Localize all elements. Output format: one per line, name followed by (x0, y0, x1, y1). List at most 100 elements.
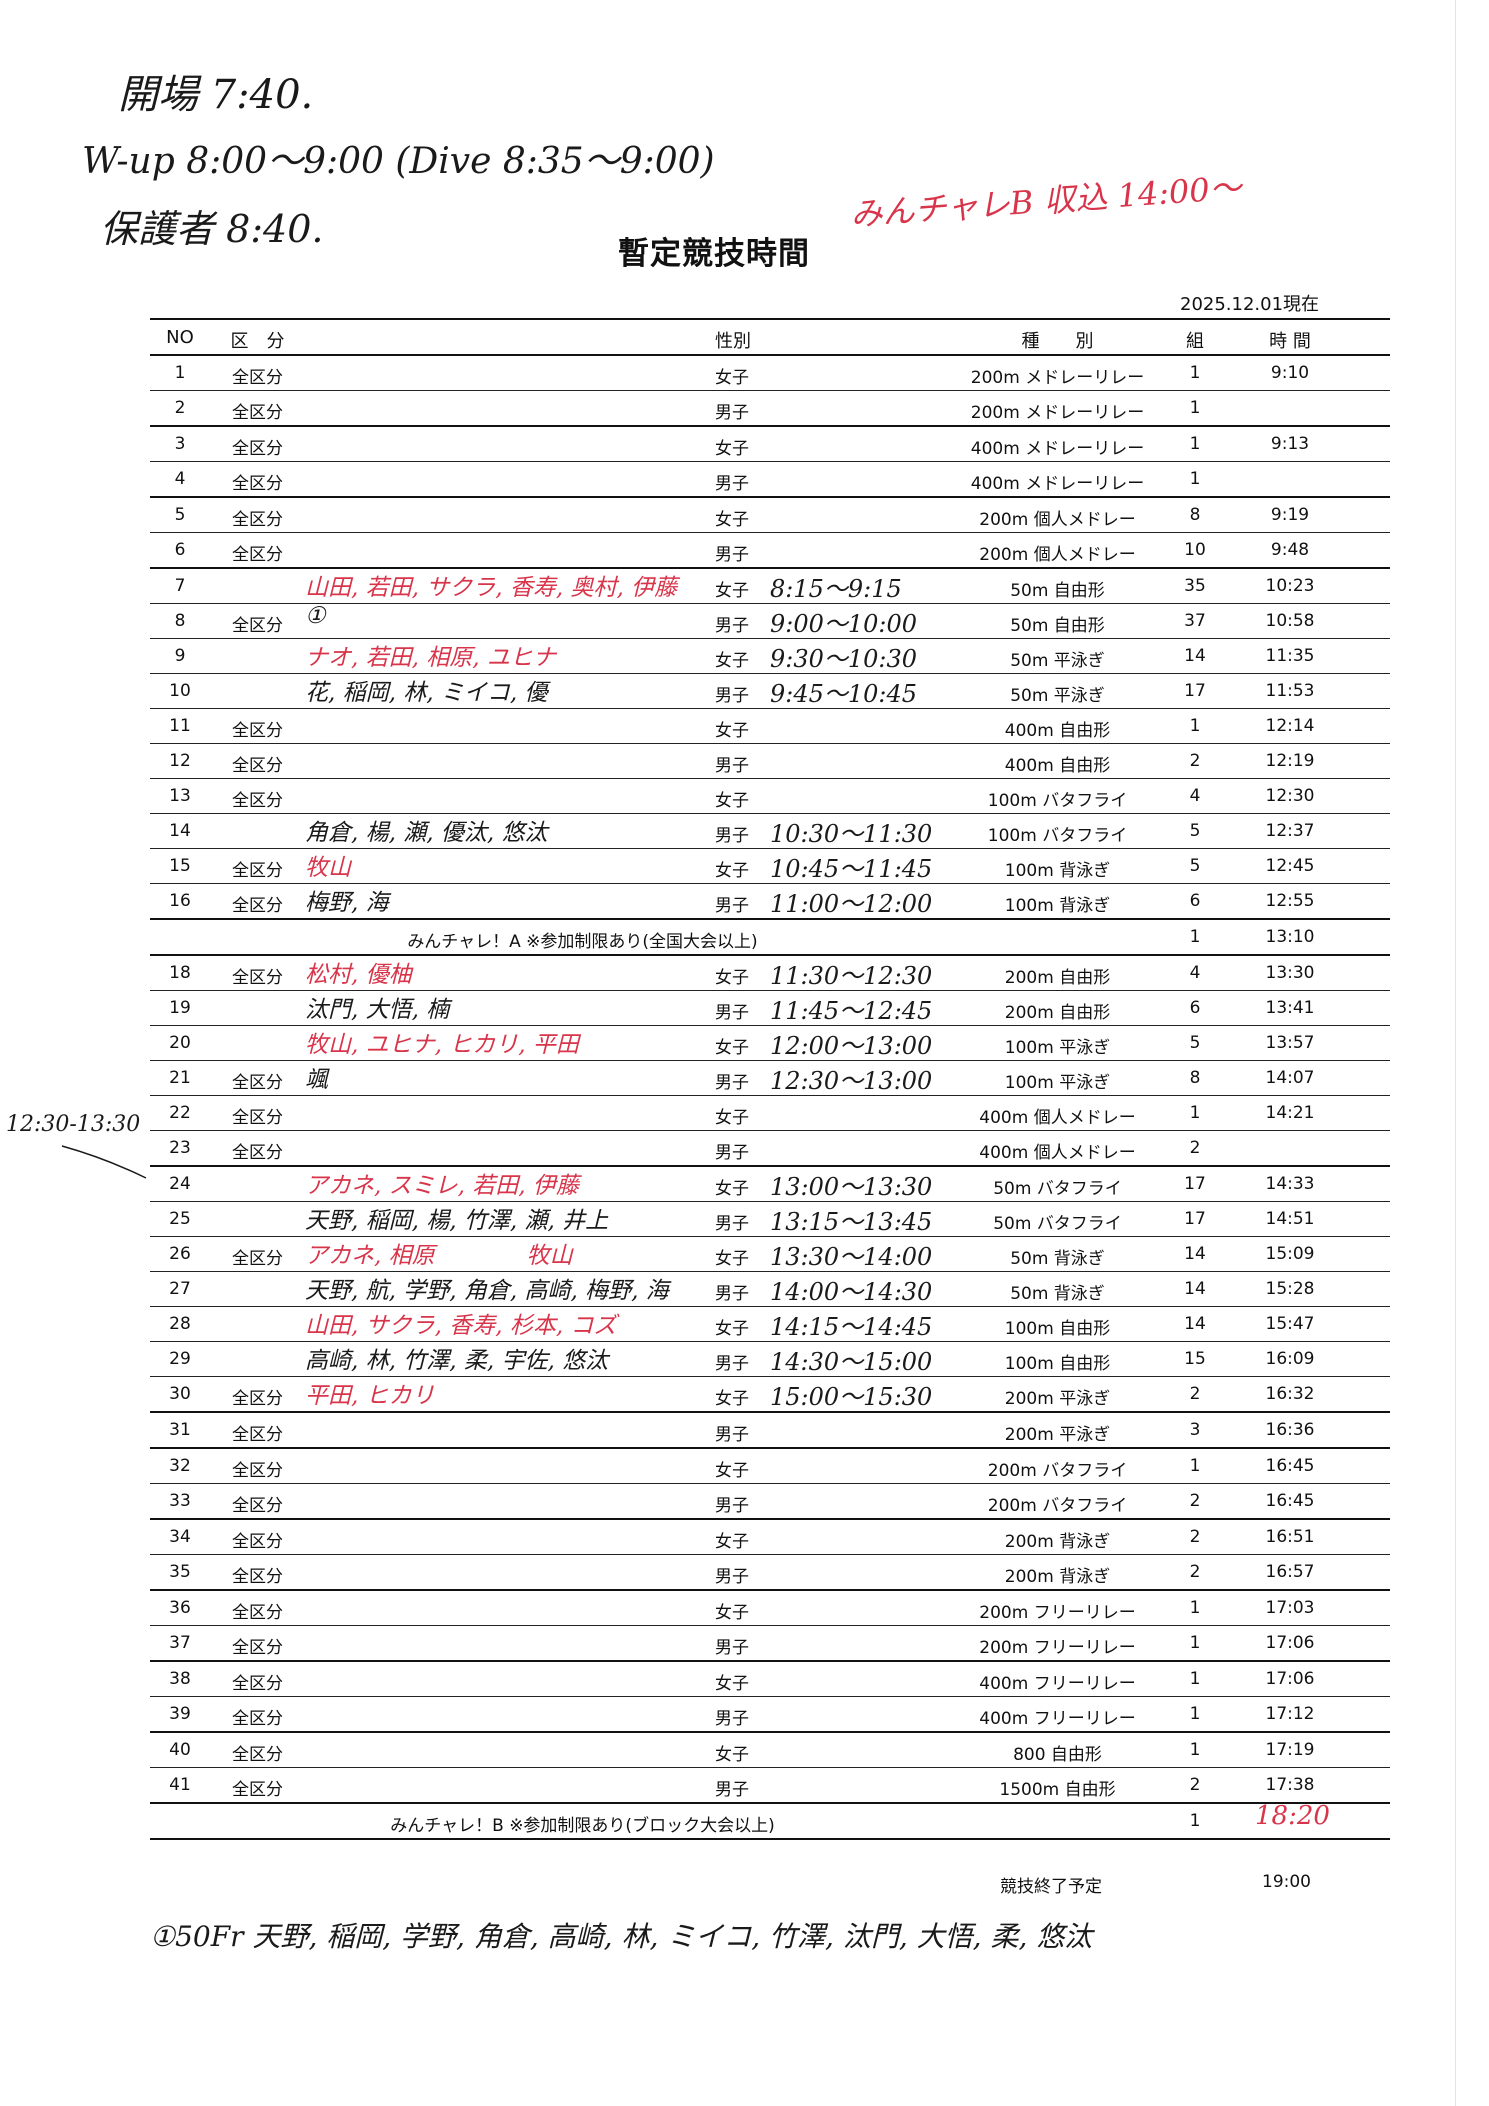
row-group: 1 (1189, 398, 1201, 418)
row-sex: 女子 (715, 1603, 749, 1623)
row-number: 33 (169, 1491, 191, 1511)
row-time: 14:21 (1265, 1103, 1315, 1123)
row-sex: 女子 (715, 581, 749, 601)
handwritten-swimmer-names: 角倉, 楊, 瀬, 優汰, 悠汰 (305, 820, 548, 846)
handwritten-revised-time: 18:20 (1255, 1801, 1330, 1831)
row-sex: 男子 (715, 1638, 749, 1658)
row-event: 50m 自由形 (1010, 581, 1105, 601)
row-event: 200m バタフライ (987, 1496, 1128, 1516)
row-sex: 女子 (715, 1389, 749, 1409)
handwritten-swimmer-names: 山田, 若田, サクラ, 香寿, 奥村, 伊藤 (305, 575, 678, 601)
row-time: 16:36 (1265, 1420, 1315, 1440)
table-row: 24 女子 50m バタフライ 17 14:33 アカネ, スミレ, 若田, 伊藤 13:0… (150, 1167, 1390, 1202)
handwritten-time-range: 9:45～10:45 (770, 680, 918, 708)
row-group: 14 (1184, 1279, 1206, 1299)
row-time: 16:45 (1265, 1456, 1315, 1476)
handwritten-time-range: 13:30～14:00 (770, 1243, 933, 1271)
row-event: 50m バタフライ (993, 1179, 1122, 1199)
row-sex: 男子 (715, 896, 749, 916)
row-number: 38 (169, 1669, 191, 1689)
row-number: 10 (169, 681, 191, 701)
row-sex: 男子 (715, 616, 749, 636)
row-event: 400m メドレーリレー (970, 439, 1145, 459)
row-event: 200m 平泳ぎ (1004, 1389, 1111, 1409)
row-note: みんチャレ！B ※参加制限あり(ブロック大会以上) (390, 1816, 775, 1836)
row-division: 全区分 (232, 896, 283, 916)
table-row: 16 全区分 男子 100m 背泳ぎ 6 12:55 梅野, 海 11:00～12:00 (150, 884, 1390, 920)
row-group: 8 (1189, 1068, 1201, 1088)
row-number: 6 (174, 540, 186, 560)
row-event: 200m フリーリレー (979, 1603, 1136, 1623)
row-time: 12:55 (1265, 891, 1315, 911)
row-time: 14:07 (1265, 1068, 1315, 1088)
row-event: 400m フリーリレー (979, 1674, 1136, 1694)
handwritten-swimmer-names: 山田, サクラ, 香寿, 杉本, コズ (305, 1313, 617, 1339)
row-sex: 男子 (715, 1073, 749, 1093)
row-time: 15:09 (1265, 1244, 1315, 1264)
table-row-note: みんチャレ！B ※参加制限あり(ブロック大会以上) 1 18:20 (150, 1801, 1390, 1840)
end-time-value: 19:00 (1262, 1872, 1311, 1892)
row-number: 19 (169, 998, 191, 1018)
row-time: 16:45 (1265, 1491, 1315, 1511)
row-time: 11:53 (1265, 681, 1315, 701)
row-time: 16:57 (1265, 1562, 1315, 1582)
row-group: 5 (1189, 1033, 1201, 1053)
row-sex: 男子 (715, 1214, 749, 1234)
row-group: 1 (1189, 927, 1201, 947)
table-row: 40 全区分 女子 800 自由形 1 17:19 (150, 1733, 1390, 1768)
row-time: 12:45 (1265, 856, 1315, 876)
handwritten-time-range: 9:30～10:30 (770, 645, 918, 673)
table-row: 7 女子 50m 自由形 35 10:23 山田, 若田, サクラ, 香寿, 奥村, 伊藤… (150, 569, 1390, 604)
end-time-label: 競技終了予定 (1000, 1877, 1102, 1897)
row-sex: 男子 (715, 1780, 749, 1800)
row-sex: 男子 (715, 403, 749, 423)
row-event: 400m フリーリレー (979, 1709, 1136, 1729)
row-group: 4 (1189, 963, 1201, 983)
handwritten-time-range: 11:00～12:00 (770, 890, 933, 918)
row-event: 200m 個人メドレー (979, 510, 1136, 530)
table-row: 11 全区分 女子 400m 自由形 1 12:14 (150, 709, 1390, 744)
handwritten-warmup-time: W-up 8:00～9:00 (Dive 8:35～9:00) (82, 141, 715, 182)
row-group: 2 (1189, 1491, 1201, 1511)
row-event: 800 自由形 (1013, 1745, 1102, 1765)
row-event: 200m 自由形 (1004, 1003, 1111, 1023)
table-row: 8 全区分 男子 50m 自由形 37 10:58 ① 9:00～10:00 (150, 603, 1390, 639)
row-time: 12:14 (1265, 716, 1315, 736)
row-division: 全区分 (232, 721, 283, 741)
row-event: 100m 自由形 (1004, 1354, 1111, 1374)
row-group: 17 (1184, 1174, 1206, 1194)
table-row: 3 全区分 女子 400m メドレーリレー 1 9:13 (150, 427, 1390, 462)
table-row: 34 全区分 女子 200m 背泳ぎ 2 16:51 (150, 1520, 1390, 1555)
row-sex: 女子 (715, 861, 749, 881)
handwritten-time-range: 10:45～11:45 (770, 855, 933, 883)
row-sex: 男子 (715, 1496, 749, 1516)
row-division: 全区分 (232, 1461, 283, 1481)
table-row: 18 全区分 女子 200m 自由形 4 13:30 松村, 優柚 11:30～12:30 (150, 956, 1390, 991)
handwritten-opening-time: 開場 7:40. (118, 72, 314, 118)
row-event: 400m 自由形 (1004, 756, 1111, 776)
row-group: 1 (1189, 1669, 1201, 1689)
header-no: NO (166, 327, 194, 348)
header-event: 種 別 (1021, 331, 1094, 352)
row-group: 1 (1189, 716, 1201, 736)
row-number: 7 (174, 576, 186, 596)
handwritten-red-note: みんチャレB 収込 14:00～ (849, 168, 1243, 234)
row-event: 50m 自由形 (1010, 616, 1105, 636)
row-sex: 女子 (715, 651, 749, 671)
handwritten-time-range: 15:00～15:30 (770, 1383, 933, 1411)
row-division: 全区分 (232, 791, 283, 811)
row-number: 14 (169, 821, 191, 841)
handwritten-swimmer-names: 松村, 優柚 (305, 962, 412, 988)
row-group: 1 (1189, 363, 1201, 383)
row-event: 200m 背泳ぎ (1004, 1532, 1111, 1552)
table-row: 41 全区分 男子 1500m 自由形 2 17:38 (150, 1768, 1390, 1804)
row-number: 35 (169, 1562, 191, 1582)
table-row-note: みんチャレ！A ※参加制限あり(全国大会以上) 1 13:10 (150, 920, 1390, 956)
row-event: 200m メドレーリレー (970, 403, 1145, 423)
row-event: 50m 平泳ぎ (1010, 651, 1105, 671)
schedule-table: NO 区 分 性別 種 別 組 時 間 1 全区分 女子 200m メドレーリレー 1 9… (150, 318, 1390, 1840)
row-number: 11 (169, 716, 191, 736)
row-number: 12 (169, 751, 191, 771)
row-group: 14 (1184, 1314, 1206, 1334)
table-row: 38 全区分 女子 400m フリーリレー 1 17:06 (150, 1662, 1390, 1697)
